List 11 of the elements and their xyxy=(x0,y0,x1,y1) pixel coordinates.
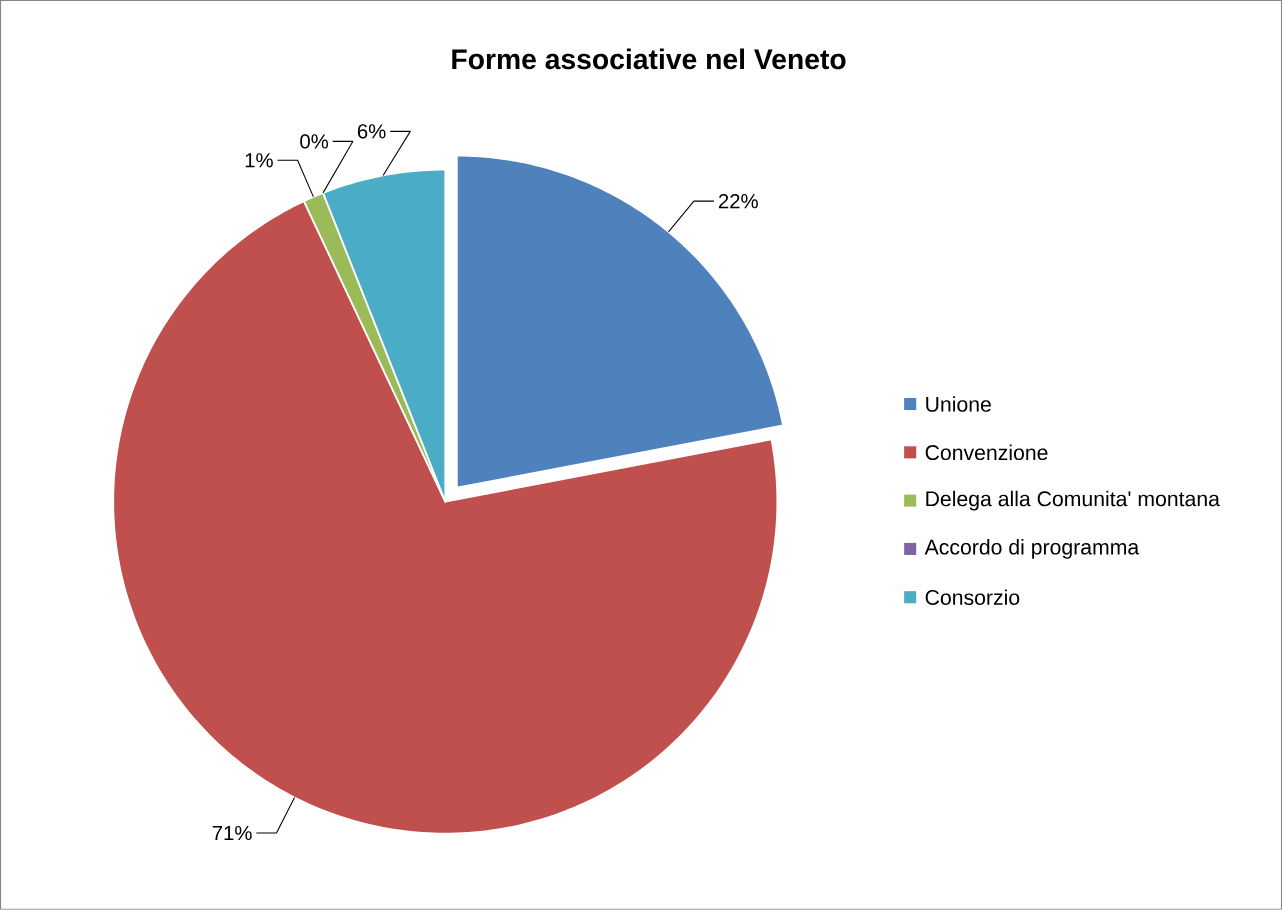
data-label: 6% xyxy=(357,124,386,139)
legend-label: Unione xyxy=(926,396,991,412)
chart-title: Forme associative nel Veneto xyxy=(452,48,846,70)
legend-label: Delega alla Comunita' montana xyxy=(926,490,1220,511)
data-label: 22% xyxy=(718,194,758,209)
legend-label: Accordo di programma xyxy=(924,539,1140,559)
legend-label: Convenzione xyxy=(925,444,1048,461)
data-label: 71% xyxy=(212,826,252,841)
data-label: 1% xyxy=(245,153,273,168)
text: 0% xyxy=(300,134,329,149)
legend-label: Consorzio xyxy=(925,589,1020,606)
